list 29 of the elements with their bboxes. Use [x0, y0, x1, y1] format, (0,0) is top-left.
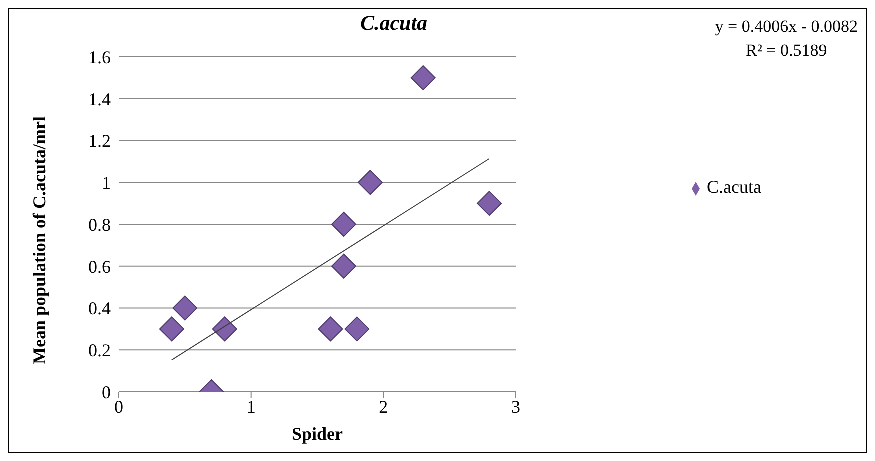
point [318, 316, 344, 342]
y-tick-label: 1.6 [88, 47, 111, 68]
point [331, 212, 356, 237]
point [358, 170, 383, 196]
y-tick-label: 1.2 [88, 131, 111, 152]
x-tick-label: 3 [512, 396, 520, 417]
point [159, 316, 184, 342]
y-tick-label: 0.6 [88, 256, 111, 277]
text: R² = 0.5189 [744, 40, 828, 62]
point [410, 65, 436, 90]
y-axis-title: Mean population of C.acuta/mrl [29, 116, 50, 364]
y-tick-label: 1 [102, 173, 111, 194]
y-tick-label: 0.8 [88, 214, 111, 235]
x-tick-label: 2 [379, 396, 388, 417]
point [477, 191, 502, 216]
x-axis-title: Spider [292, 424, 344, 444]
chart-title: C.acuta [359, 11, 429, 36]
y-tick-label: 0.2 [88, 340, 111, 361]
point [331, 254, 356, 279]
x-tick-label: 1 [246, 396, 256, 417]
y-tick-label: 0.4 [88, 298, 111, 319]
point [212, 316, 238, 342]
y-tick-label: 0 [102, 382, 111, 402]
x-tick-label: 0 [114, 396, 124, 417]
legend-label: C.acuta [707, 177, 762, 197]
y-tick-label: 1.4 [88, 89, 111, 110]
point [172, 296, 198, 321]
text: y = 0.4006x - 0.0082 [715, 16, 858, 38]
point [344, 316, 370, 342]
